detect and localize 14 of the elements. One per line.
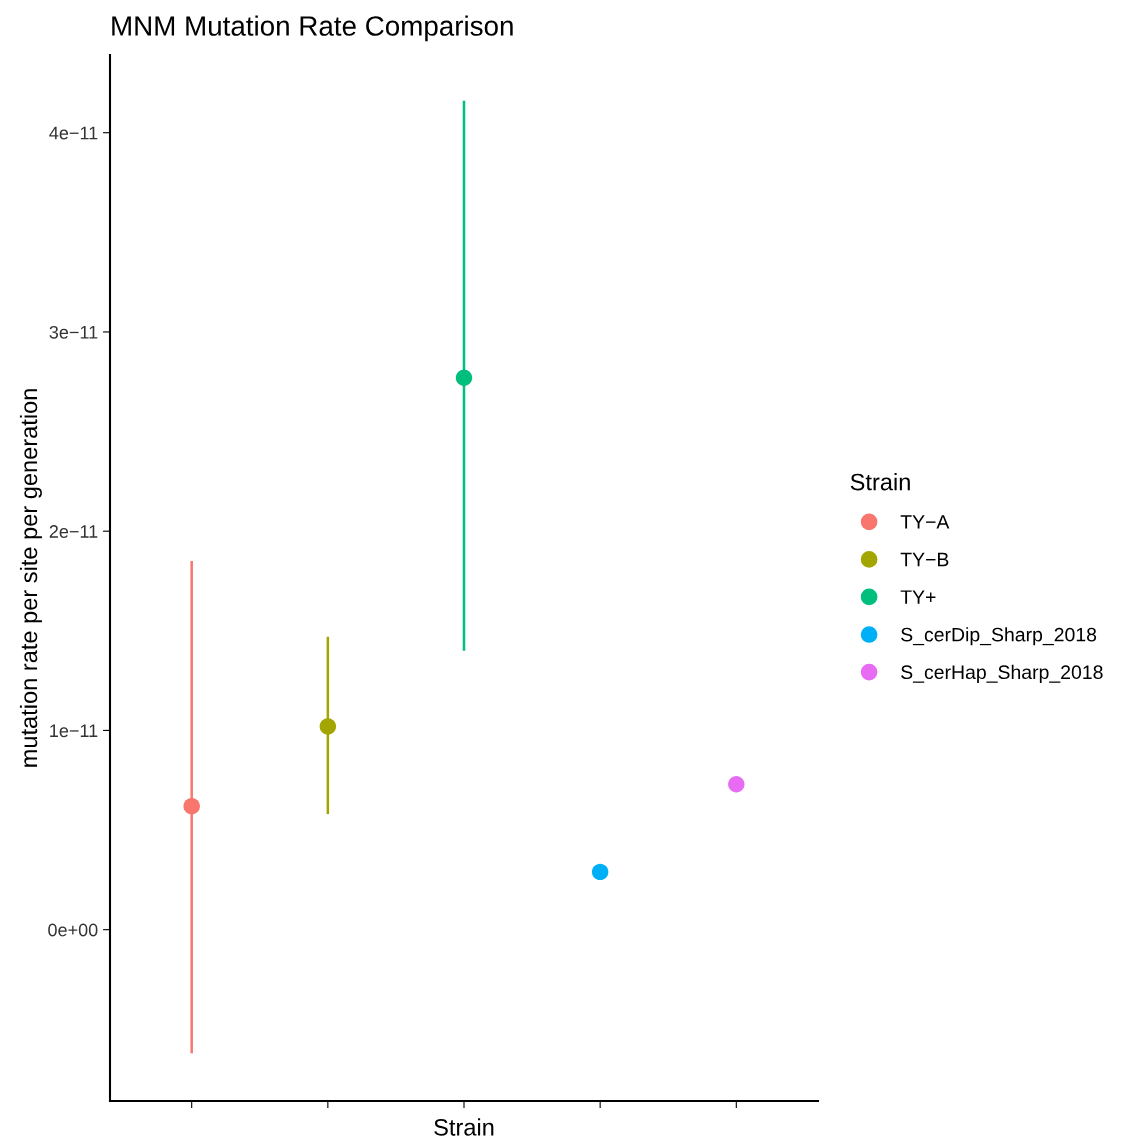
y-tick-label: 0e+00 [48,923,98,937]
y-tick-label: 2e−11 [49,525,98,538]
legend-label: TY−A [900,515,950,529]
x-axis-title: Strain [434,1118,494,1136]
y-tick-label: 4e−11 [49,126,98,140]
legend-label: S_cerDip_Sharp_2018 [901,627,1097,646]
legend-label: S_cerHap_Sharp_2018 [901,664,1103,683]
y-axis-title: mutation rate per site per generation [19,389,42,767]
y-tick-label: 3e−11 [49,325,98,339]
legend-label: TY+ [900,590,936,604]
y-tick-label: 1e−11 [50,724,98,738]
legend-label: TY−B [900,552,949,567]
legend-title: Strain [850,473,910,491]
chart-title: MNM Mutation Rate Comparison [112,15,513,42]
